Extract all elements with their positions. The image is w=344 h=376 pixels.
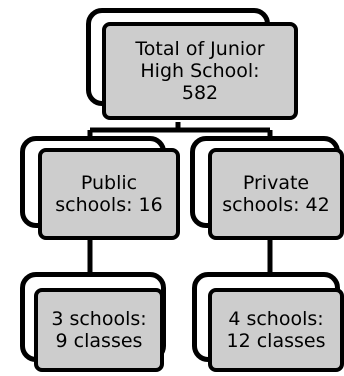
public-node: Public schools: 16 bbox=[38, 148, 180, 240]
root-line-1: Total of Junior bbox=[135, 38, 265, 60]
root-line-2: High School: bbox=[140, 60, 260, 82]
public-node-label: Public schools: 16 bbox=[55, 172, 162, 216]
public-line-1: Public bbox=[80, 172, 138, 194]
public-detail-node: 3 schools: 9 classes bbox=[34, 288, 164, 372]
private-detail-label: 4 schools: 12 classes bbox=[227, 308, 326, 352]
public-detail-line-1: 3 schools: bbox=[51, 308, 147, 330]
private-line-1: Private bbox=[242, 172, 310, 194]
public-detail-line-2: 9 classes bbox=[55, 330, 143, 352]
private-line-2: schools: 42 bbox=[222, 194, 330, 216]
root-line-3: 582 bbox=[181, 82, 219, 104]
private-detail-line-1: 4 schools: bbox=[228, 308, 324, 330]
public-line-2: schools: 16 bbox=[55, 194, 163, 216]
public-detail-label: 3 schools: 9 classes bbox=[51, 308, 146, 352]
root-node-label: Total of Junior High School: 582 bbox=[135, 38, 264, 104]
private-node-label: Private schools: 42 bbox=[222, 172, 329, 216]
private-detail-node: 4 schools: 12 classes bbox=[208, 288, 344, 372]
private-node: Private schools: 42 bbox=[208, 148, 344, 240]
private-detail-line-2: 12 classes bbox=[226, 330, 326, 352]
root-node: Total of Junior High School: 582 bbox=[102, 22, 298, 120]
